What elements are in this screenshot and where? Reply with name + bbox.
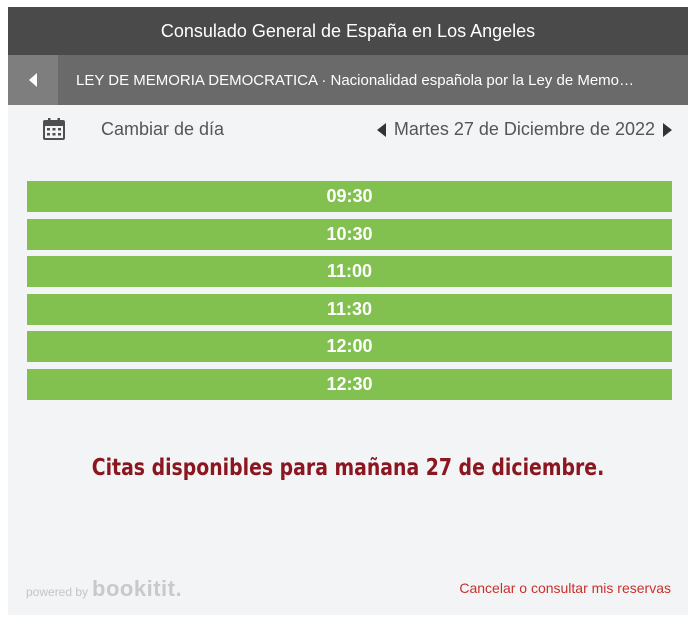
time-slot-button[interactable]: 11:00 (27, 256, 672, 288)
powered-by-text: powered by (26, 585, 89, 599)
next-day-icon[interactable] (663, 122, 672, 137)
back-button[interactable] (8, 55, 58, 105)
booking-widget: Consulado General de España en Los Angel… (8, 7, 688, 615)
time-slot-list: 09:30 10:30 11:00 11:30 12:00 12:30 (27, 181, 672, 407)
time-slot-button[interactable]: 09:30 (27, 181, 672, 212)
bookitit-logo: bookitit. (92, 576, 183, 601)
time-slot-button[interactable]: 10:30 (27, 218, 672, 250)
service-title: LEY DE MEMORIA DEMOCRATICA · Nacionalida… (76, 71, 636, 89)
page-title: Consulado General de España en Los Angel… (8, 7, 688, 55)
time-slot-button[interactable]: 12:30 (27, 368, 672, 400)
availability-notice: Citas disponibles para mañana 27 de dici… (91, 455, 605, 481)
powered-by-logo[interactable]: powered by bookitit. (26, 576, 182, 602)
time-slot-button[interactable]: 12:00 (27, 331, 672, 363)
service-bar: LEY DE MEMORIA DEMOCRATICA · Nacionalida… (8, 55, 688, 105)
current-date: Martes 27 de Diciembre de 2022 (393, 119, 655, 139)
cancel-reservations-link[interactable]: Cancelar o consultar mis reservas (459, 580, 671, 596)
change-day-link[interactable]: Cambiar de día (101, 119, 225, 139)
calendar-icon[interactable] (42, 117, 66, 141)
day-selector-bar: Cambiar de día Martes 27 de Diciembre de… (8, 105, 688, 155)
previous-day-icon[interactable] (376, 122, 386, 137)
left-triangle-icon (29, 73, 37, 87)
consulate-title: Consulado General de España en Los Angel… (160, 20, 536, 41)
date-navigator: Martes 27 de Diciembre de 2022 (376, 119, 672, 140)
time-slot-button[interactable]: 11:30 (27, 293, 672, 325)
